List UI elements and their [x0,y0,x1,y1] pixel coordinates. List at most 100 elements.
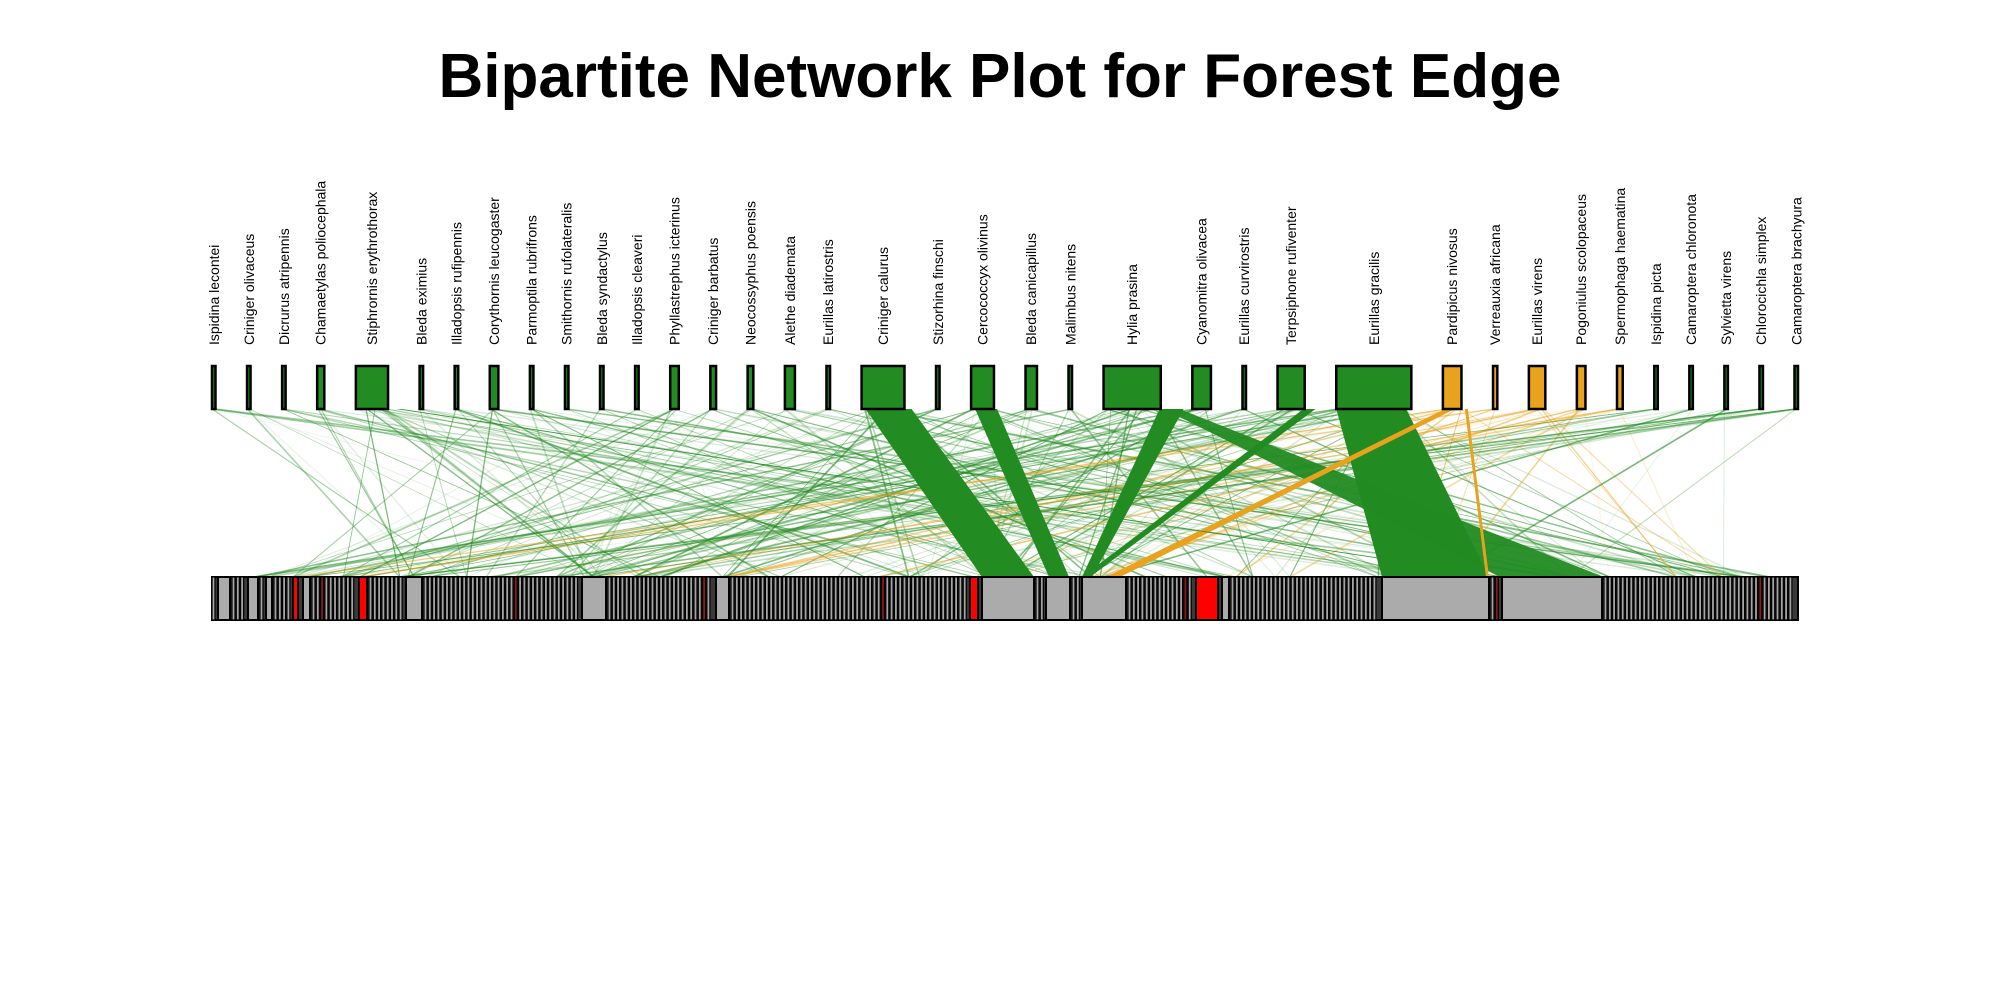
lower-species-box [1624,576,1630,621]
lower-species-box [936,576,942,621]
interaction-link [569,408,711,578]
lower-species-box [1728,576,1733,621]
lower-species-box [350,576,355,621]
lower-species-box [1035,576,1040,621]
lower-species-box [915,576,920,621]
lower-species-box [427,576,432,621]
interaction-link [1163,409,1604,577]
lower-species-box [923,576,929,621]
lower-species-box [680,576,685,621]
upper-species-label: Smithornis rufolateralis [559,203,575,345]
interaction-link [292,408,495,578]
upper-species-label: Phyllastrephus icterinus [666,197,682,345]
interaction-link [556,408,938,578]
lower-species-box [1710,576,1716,621]
lower-species-box [1081,576,1127,621]
lower-species-box [1637,576,1643,621]
interaction-link [268,408,714,578]
lower-species-box [910,576,916,621]
lower-species-box [1758,576,1763,621]
lower-species-box [764,576,770,621]
lower-species-box [777,576,782,621]
interaction-link [255,408,1072,578]
lower-species-box [1654,576,1660,621]
lower-species-box [641,576,647,621]
lower-species-box [1359,576,1364,621]
lower-species-box [1702,576,1707,621]
upper-species-box [1191,364,1213,411]
lower-species-box [492,576,497,621]
lower-species-box [658,576,664,621]
lower-species-box [1131,576,1136,621]
upper-species-label: Criniger olivaceus [241,234,257,345]
lower-species-box [756,576,761,621]
upper-species-label: Ispidina lecontei [206,245,222,345]
lower-species-box [548,576,553,621]
lower-species-box [689,576,694,621]
upper-species-box [860,364,906,411]
upper-species-label: Sylvietta virens [1718,251,1734,345]
upper-species-label: Neocossyphus poensis [742,201,758,345]
lower-species-box [389,576,395,621]
lower-species-box [1316,576,1321,621]
upper-species-label: Alethe diademata [782,236,798,345]
lower-species-box [1337,576,1343,621]
interaction-link [1068,408,1395,578]
interaction-link [255,408,1407,578]
interaction-link [306,408,1194,578]
lower-species-box [945,576,950,621]
upper-species-box [354,364,390,411]
interaction-link [790,408,1723,578]
lower-species-box [385,576,390,621]
lower-species-box [1342,576,1347,621]
lower-species-box [423,576,428,621]
lower-species-box [1166,576,1171,621]
lower-species-box [1178,576,1184,621]
lower-species-box [217,576,231,621]
lower-species-box [560,576,566,621]
lower-species-box [286,576,291,621]
upper-species-box [1441,364,1463,411]
lower-species-box [799,576,804,621]
interaction-link [420,408,927,578]
interaction-link [490,408,770,578]
upper-species-box [1067,364,1074,411]
lower-species-box [607,576,612,621]
interaction-link [1464,409,1489,577]
interaction-link [593,408,1150,578]
interaction-link [492,408,585,578]
plot-title: Bipartite Network Plot for Forest Edge [438,42,1562,111]
interaction-link [407,408,714,578]
interaction-link [295,408,604,578]
lower-species-box [368,576,373,621]
lower-species-box [1693,576,1698,621]
lower-species-box [981,576,1035,621]
lower-species-box [573,576,579,621]
lower-species-box [1736,576,1741,621]
lower-species-box [292,576,299,621]
lower-species-box [1501,576,1603,621]
upper-species-label: Bleda syndactylus [594,232,610,345]
lower-species-box [1277,576,1282,621]
lower-species-box [1161,576,1167,621]
lower-species-box [1783,576,1789,621]
lower-species-box [1075,576,1080,621]
lower-species-box [1183,576,1188,621]
lower-species-box [1753,576,1759,621]
upper-species-box [1575,364,1587,411]
upper-species-label: Hylia prasina [1124,264,1140,345]
lower-species-box [277,576,282,621]
lower-species-box [556,576,561,621]
lower-species-box [1659,576,1664,621]
interaction-link [359,408,675,578]
upper-species-labels: Ispidina lecontei Criniger olivaceus Dicru… [206,181,1805,345]
lower-species-box [1611,576,1617,621]
lower-species-box [1264,576,1270,621]
lower-species-box [816,576,821,621]
lower-species-box [565,576,570,621]
interaction-link [366,408,595,578]
interaction-link [399,408,1761,578]
lower-species-box [1667,576,1673,621]
upper-species-box [825,364,832,411]
